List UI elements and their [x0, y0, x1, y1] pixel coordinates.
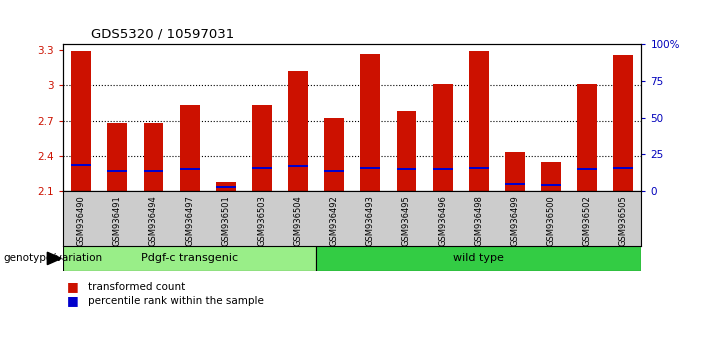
FancyBboxPatch shape [63, 246, 316, 271]
Bar [288, 71, 308, 191]
Bar [252, 105, 272, 191]
Text: GSM936498: GSM936498 [475, 195, 483, 246]
Bar [433, 84, 453, 191]
Bar [107, 123, 128, 191]
Text: GSM936493: GSM936493 [366, 195, 375, 246]
Bar [144, 170, 163, 172]
Bar [288, 165, 308, 167]
Text: wild type: wild type [454, 253, 504, 263]
Text: GSM936500: GSM936500 [547, 195, 556, 246]
Bar [360, 54, 380, 191]
Bar [541, 184, 561, 186]
Text: GDS5320 / 10597031: GDS5320 / 10597031 [91, 28, 234, 41]
Bar [216, 186, 236, 188]
Bar [72, 164, 91, 166]
Bar [505, 183, 525, 185]
Text: GSM936490: GSM936490 [76, 195, 86, 246]
Text: GSM936503: GSM936503 [257, 195, 266, 246]
Text: GSM936497: GSM936497 [185, 195, 194, 246]
Bar [216, 182, 236, 191]
Bar [179, 168, 200, 170]
Bar [613, 55, 633, 191]
Bar [325, 118, 344, 191]
Text: GSM936494: GSM936494 [149, 195, 158, 246]
Text: genotype/variation: genotype/variation [4, 253, 102, 263]
Bar [397, 111, 416, 191]
Polygon shape [48, 252, 62, 264]
Bar [469, 51, 489, 191]
Text: GSM936496: GSM936496 [438, 195, 447, 246]
Bar [433, 168, 453, 170]
FancyBboxPatch shape [316, 246, 641, 271]
Bar [397, 168, 416, 170]
Text: GSM936501: GSM936501 [222, 195, 230, 246]
Bar [577, 168, 597, 170]
Text: GSM936492: GSM936492 [329, 195, 339, 246]
Bar [613, 167, 633, 169]
Bar [325, 170, 344, 172]
Text: ■: ■ [67, 295, 79, 307]
Text: transformed count: transformed count [88, 282, 185, 292]
Text: GSM936499: GSM936499 [510, 195, 519, 246]
Text: GSM936505: GSM936505 [619, 195, 628, 246]
Text: GSM936495: GSM936495 [402, 195, 411, 246]
Bar [107, 170, 128, 172]
Bar [360, 167, 380, 169]
Bar [541, 162, 561, 191]
Text: GSM936491: GSM936491 [113, 195, 122, 246]
Text: ■: ■ [67, 280, 79, 293]
Bar [505, 152, 525, 191]
Bar [179, 105, 200, 191]
Text: Pdgf-c transgenic: Pdgf-c transgenic [141, 253, 238, 263]
Text: GSM936502: GSM936502 [583, 195, 592, 246]
Text: GSM936504: GSM936504 [294, 195, 303, 246]
Text: percentile rank within the sample: percentile rank within the sample [88, 296, 264, 306]
Bar [469, 167, 489, 169]
Bar [144, 123, 163, 191]
Bar [72, 51, 91, 191]
Bar [577, 84, 597, 191]
Bar [252, 167, 272, 169]
